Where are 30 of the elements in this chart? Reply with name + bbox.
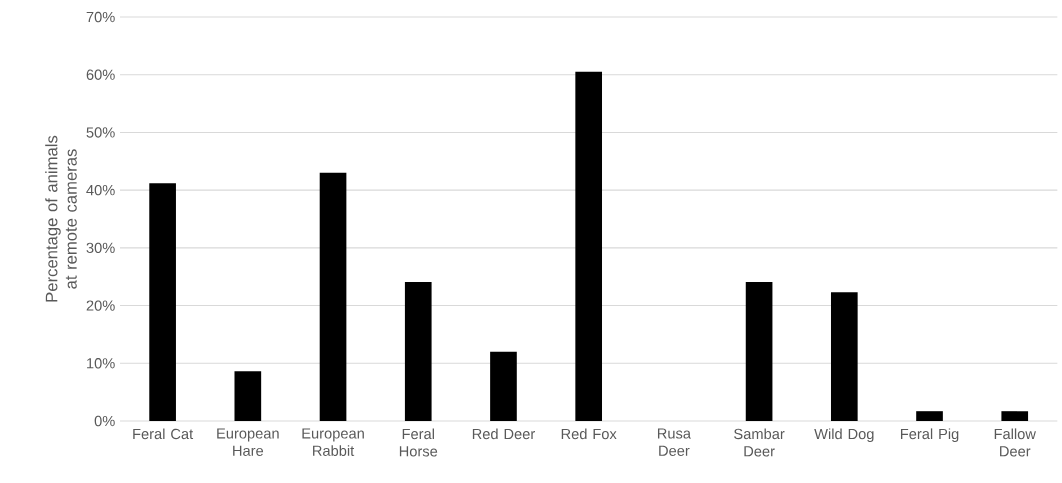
bar (916, 411, 943, 421)
x-tick-label: Feral Cat (133, 428, 194, 440)
y-tick-label: 20% (86, 300, 115, 311)
y-tick-label: 70% (86, 11, 115, 23)
y-tick-label: 40% (86, 184, 115, 196)
y-tick-label: 10% (87, 358, 115, 369)
bar (830, 292, 858, 421)
x-tick-label: Red Deer (472, 428, 535, 440)
x-tick-label: Rusa Deer (657, 428, 691, 456)
bar (149, 183, 176, 421)
x-tick-label: Fallow Deer (994, 428, 1036, 457)
bar (745, 281, 773, 421)
y-tick-label: 30% (86, 242, 115, 254)
bar (575, 71, 603, 421)
x-tick-label: European Hare (217, 428, 279, 456)
x-tick-label: Feral Pig (900, 428, 959, 443)
bar (319, 172, 347, 421)
x-tick-label: Sambar Deer (734, 428, 785, 457)
x-tick-label: European Rabbit (302, 428, 364, 456)
bar (1001, 411, 1029, 421)
bar (234, 371, 262, 421)
x-tick-label: Feral Horse (399, 428, 438, 457)
bar (404, 281, 432, 421)
x-tick-label: Red Fox (561, 428, 617, 440)
y-axis-title: Percentage of animals at remote cameras (45, 135, 77, 302)
x-tick-label: Wild Dog (814, 428, 874, 443)
y-tick-label: 50% (86, 127, 115, 138)
bar (490, 351, 517, 421)
y-tick-label: 60% (86, 69, 115, 80)
y-tick-label: 0% (94, 415, 115, 427)
